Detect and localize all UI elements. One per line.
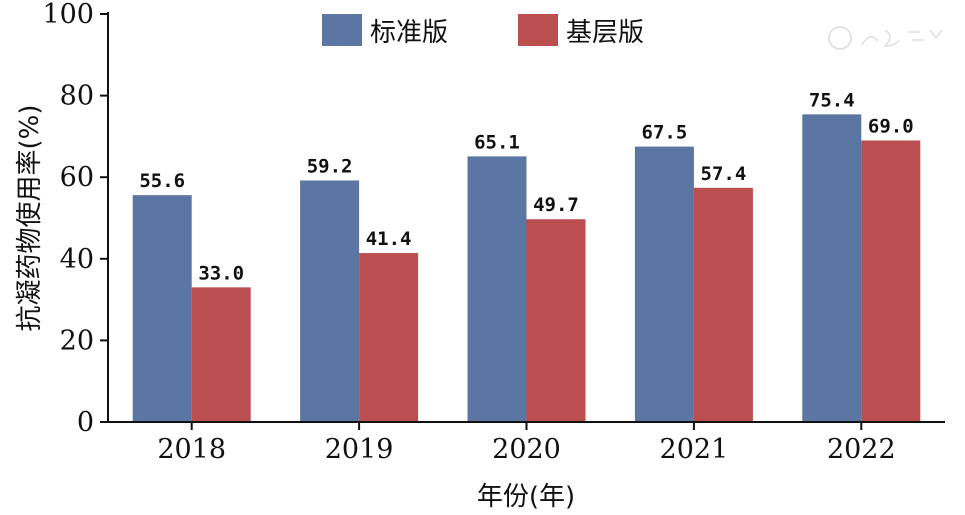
x-tick-label: 2020	[492, 434, 561, 465]
bar-2018-0	[132, 195, 192, 422]
data-label: 69.0	[868, 115, 914, 137]
data-label: 75.4	[809, 89, 855, 111]
bar-2018-1	[191, 287, 251, 422]
bar-2021-1	[693, 187, 753, 422]
x-tick-label: 2018	[157, 434, 226, 465]
x-tick-label: 2019	[325, 434, 394, 465]
x-tick-label: 2022	[827, 434, 896, 465]
bar-2022-1	[861, 140, 921, 423]
legend-swatch	[322, 14, 362, 46]
data-label: 59.2	[307, 155, 353, 177]
legend-label: 标准版	[370, 18, 448, 48]
y-axis-label: 抗凝药物使用率(%)	[15, 105, 45, 332]
data-label: 55.6	[139, 170, 185, 192]
y-tick-label: 0	[77, 407, 94, 438]
bar-2019-1	[359, 253, 419, 422]
bar-2020-1	[526, 219, 586, 422]
y-tick-label: 80	[60, 81, 94, 112]
data-label: 67.5	[642, 122, 688, 144]
data-label: 41.4	[366, 228, 412, 250]
bar-2019-0	[300, 180, 360, 422]
data-label: 65.1	[474, 131, 520, 153]
legend-swatch	[518, 14, 558, 46]
y-tick-label: 100	[42, 0, 94, 30]
bar-2020-0	[467, 156, 527, 422]
y-tick-label: 40	[60, 244, 94, 275]
x-tick-label: 2021	[660, 434, 729, 465]
bar-2022-0	[802, 114, 862, 423]
data-label: 49.7	[533, 194, 579, 216]
watermark-logo	[828, 26, 943, 50]
data-label: 33.0	[198, 262, 244, 284]
bar-2021-0	[634, 146, 694, 422]
data-label: 57.4	[701, 163, 747, 185]
y-tick-label: 20	[60, 325, 94, 356]
legend-label: 基层版	[566, 18, 644, 48]
y-tick-label: 60	[60, 162, 94, 193]
x-axis-label: 年份(年)	[477, 482, 575, 512]
